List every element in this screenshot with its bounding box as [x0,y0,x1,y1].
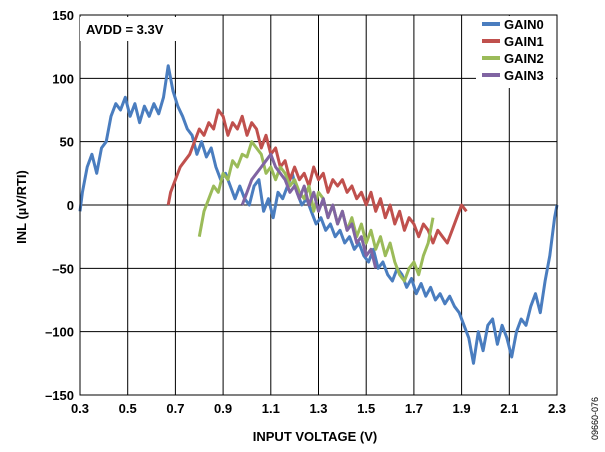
y-tick-label: 100 [52,71,74,86]
y-tick-label: –50 [52,261,74,276]
x-tick-label: 2.1 [500,401,518,416]
x-tick-labels: 0.3 0.5 0.7 0.9 1.1 1.3 1.5 1.7 1.9 2.1 2.3 [71,401,566,416]
x-tick-label: 1.3 [309,401,327,416]
annotation-avdd: AVDD = 3.3V [86,22,164,37]
x-tick-label: 1.7 [405,401,423,416]
legend-label-gain2: GAIN2 [504,51,544,66]
x-tick-label: 0.7 [166,401,184,416]
y-tick-label: 150 [52,8,74,23]
y-tick-label: –150 [45,388,74,403]
x-tick-label: 1.9 [453,401,471,416]
x-tick-label: 0.9 [214,401,232,416]
series-line-gain0 [78,64,559,365]
x-tick-label: 2.3 [548,401,566,416]
series-layer [78,64,559,365]
series-line-gain1 [166,108,468,245]
legend-label-gain1: GAIN1 [504,34,544,49]
y-tick-labels: 150 100 50 0 –50 –100 –150 [45,8,74,403]
y-axis-title: INL (µV/RTI) [14,170,29,244]
y-tick-label: 0 [67,198,74,213]
legend-label-gain3: GAIN3 [504,68,544,83]
plot-frame [79,14,558,396]
figure-id: 09660-076 [590,397,600,440]
x-tick-label: 0.3 [71,401,89,416]
x-tick-label: 0.5 [119,401,137,416]
series-line-gain2 [197,140,435,283]
x-tick-label: 1.1 [262,401,280,416]
annotation-box [80,17,190,41]
legend-label-gain0: GAIN0 [504,17,544,32]
y-tick-label: 50 [60,135,74,150]
y-tick-label: –100 [45,325,74,340]
x-axis-title: INPUT VOLTAGE (V) [253,429,377,444]
legend: GAIN0 GAIN1 GAIN2 GAIN3 [476,16,556,88]
x-tick-label: 1.5 [357,401,375,416]
series-line-gain3 [240,152,378,269]
